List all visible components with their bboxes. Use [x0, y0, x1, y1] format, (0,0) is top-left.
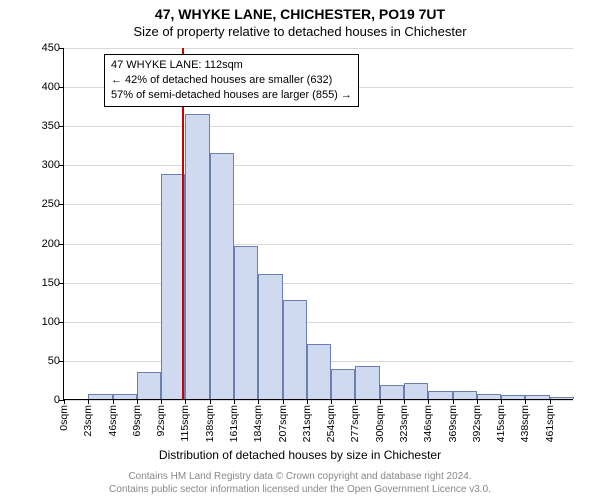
histogram-bar	[501, 395, 525, 399]
histogram-bar	[380, 385, 404, 399]
xtick-mark	[210, 399, 211, 404]
histogram-bar	[234, 246, 258, 399]
xtick-mark	[380, 399, 381, 404]
xtick-mark	[258, 399, 259, 404]
xtick-mark	[137, 399, 138, 404]
gridline	[64, 244, 573, 245]
xtick-mark	[550, 399, 551, 404]
ytick-label: 150	[42, 277, 60, 289]
xtick-mark	[307, 399, 308, 404]
xtick-mark	[404, 399, 405, 404]
xtick-label: 300sqm	[374, 405, 386, 442]
xtick-mark	[88, 399, 89, 404]
xtick-label: 277sqm	[349, 405, 361, 442]
ytick-label: 300	[42, 159, 60, 171]
xtick-label: 161sqm	[228, 405, 240, 442]
title-block: 47, WHYKE LANE, CHICHESTER, PO19 7UT Siz…	[0, 0, 600, 39]
xtick-label: 346sqm	[422, 405, 434, 442]
histogram-bar	[137, 372, 161, 399]
ytick-label: 50	[48, 355, 60, 367]
ytick-label: 100	[42, 316, 60, 328]
gridline	[64, 204, 573, 205]
ytick-label: 400	[42, 81, 60, 93]
ytick-label: 250	[42, 198, 60, 210]
xtick-mark	[355, 399, 356, 404]
histogram-bar	[88, 394, 112, 399]
histogram-bar	[331, 369, 355, 399]
histogram-bar	[307, 344, 331, 399]
histogram-bar	[185, 114, 209, 400]
histogram-bar	[477, 394, 501, 399]
histogram-plot: 0501001502002503003504004500sqm23sqm46sq…	[63, 48, 573, 400]
xtick-label: 207sqm	[277, 405, 289, 442]
ytick-label: 350	[42, 120, 60, 132]
page-title: 47, WHYKE LANE, CHICHESTER, PO19 7UT	[0, 6, 600, 22]
histogram-bar	[428, 391, 452, 399]
histogram-bar	[258, 274, 282, 399]
footer-line-2: Contains public sector information licen…	[0, 483, 600, 496]
histogram-bar	[525, 395, 549, 399]
footer-attribution: Contains HM Land Registry data © Crown c…	[0, 470, 600, 496]
xtick-label: 92sqm	[155, 405, 167, 437]
gridline	[64, 322, 573, 323]
histogram-bar	[113, 394, 137, 399]
gridline	[64, 126, 573, 127]
xtick-label: 0sqm	[58, 405, 70, 431]
annotation-box: 47 WHYKE LANE: 112sqm← 42% of detached h…	[104, 54, 359, 107]
annotation-line: ← 42% of detached houses are smaller (63…	[111, 73, 352, 88]
histogram-bar	[283, 300, 307, 399]
x-axis-label: Distribution of detached houses by size …	[0, 448, 600, 462]
ytick-label: 450	[42, 42, 60, 54]
xtick-label: 461sqm	[544, 405, 556, 442]
xtick-label: 438sqm	[519, 405, 531, 442]
xtick-label: 369sqm	[447, 405, 459, 442]
gridline	[64, 48, 573, 49]
histogram-bar	[210, 153, 234, 399]
annotation-line: 47 WHYKE LANE: 112sqm	[111, 58, 352, 73]
xtick-mark	[161, 399, 162, 404]
gridline	[64, 283, 573, 284]
annotation-line: 57% of semi-detached houses are larger (…	[111, 88, 352, 103]
xtick-label: 415sqm	[495, 405, 507, 442]
chart-area: 0501001502002503003504004500sqm23sqm46sq…	[63, 48, 573, 400]
xtick-mark	[428, 399, 429, 404]
xtick-label: 69sqm	[131, 405, 143, 437]
histogram-bar	[404, 383, 428, 399]
xtick-mark	[234, 399, 235, 404]
xtick-label: 46sqm	[107, 405, 119, 437]
xtick-mark	[64, 399, 65, 404]
xtick-label: 392sqm	[471, 405, 483, 442]
ytick-label: 200	[42, 238, 60, 250]
xtick-label: 23sqm	[82, 405, 94, 437]
xtick-mark	[501, 399, 502, 404]
xtick-label: 184sqm	[252, 405, 264, 442]
page-subtitle: Size of property relative to detached ho…	[0, 24, 600, 39]
xtick-mark	[113, 399, 114, 404]
histogram-bar	[453, 391, 477, 399]
xtick-mark	[283, 399, 284, 404]
xtick-label: 231sqm	[301, 405, 313, 442]
gridline	[64, 400, 573, 401]
xtick-label: 323sqm	[398, 405, 410, 442]
xtick-label: 115sqm	[179, 405, 191, 442]
histogram-bar	[550, 397, 574, 399]
xtick-mark	[453, 399, 454, 404]
xtick-mark	[185, 399, 186, 404]
xtick-mark	[477, 399, 478, 404]
xtick-label: 254sqm	[325, 405, 337, 442]
xtick-label: 138sqm	[204, 405, 216, 442]
histogram-bar	[355, 366, 379, 399]
xtick-mark	[331, 399, 332, 404]
xtick-mark	[525, 399, 526, 404]
gridline	[64, 165, 573, 166]
footer-line-1: Contains HM Land Registry data © Crown c…	[0, 470, 600, 483]
